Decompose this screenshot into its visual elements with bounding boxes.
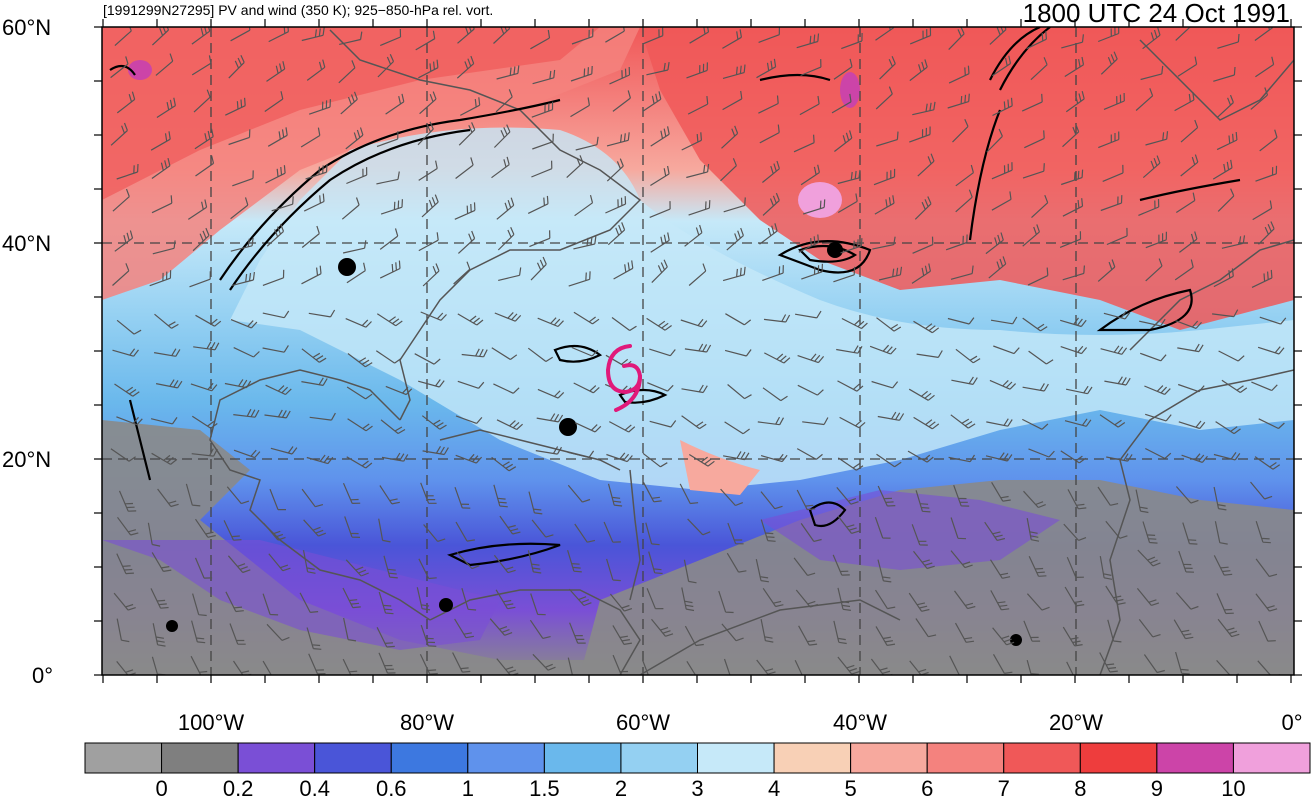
- vorticity-contours: [109, 27, 1241, 567]
- coastlines: [209, 29, 1294, 675]
- colorbar-box: [1156, 742, 1234, 774]
- colorbar-label: 1.5: [529, 776, 560, 801]
- lon-label-20w: 20°W: [1048, 710, 1104, 735]
- lon-label-0: 0°: [1281, 710, 1303, 735]
- map-timestamp: 1800 UTC 24 Oct 1991: [1022, 0, 1290, 28]
- wind-barbs: [110, 27, 1287, 675]
- colorbar-box: [620, 742, 698, 774]
- colorbar-label: 0.2: [222, 776, 254, 801]
- colorbar-label: 6: [921, 776, 934, 801]
- tropical-cyclone-symbol: [605, 344, 643, 412]
- colorbar: [84, 742, 1311, 774]
- colorbar-label: 5: [844, 776, 857, 801]
- axis-ticks: [94, 19, 1302, 683]
- lat-label-40n: 40°N: [2, 231, 52, 256]
- colorbar-label: 10: [1221, 776, 1246, 801]
- colorbar-box: [84, 742, 163, 774]
- lon-label-80w: 80°W: [399, 710, 455, 735]
- colorbar-box: [1079, 742, 1158, 774]
- map-title: [1991299N27295] PV and wind (350 K); 925…: [103, 2, 494, 18]
- colorbar-box: [850, 742, 928, 774]
- colorbar-label: 0.4: [299, 776, 330, 801]
- colorbar-box: [161, 742, 239, 774]
- colorbar-box: [926, 742, 1005, 774]
- colorbar-box: [543, 742, 622, 774]
- colorbar-box: [1003, 742, 1081, 774]
- colorbar-label: 0.6: [375, 776, 407, 801]
- colorbar-label: 0: [155, 776, 168, 801]
- colorbar-label: 1: [461, 776, 474, 801]
- colorbar-label: 4: [767, 776, 781, 801]
- colorbar-box: [467, 742, 545, 774]
- colorbar-label: 3: [691, 776, 704, 801]
- colorbar-label: 9: [1150, 776, 1163, 801]
- lat-label-20n: 20°N: [2, 447, 52, 472]
- lat-label-0: 0°: [32, 663, 54, 688]
- lon-label-60w: 60°W: [615, 710, 671, 735]
- colorbar-label: 8: [1074, 776, 1087, 801]
- vorticity-max-markers: [166, 242, 1022, 646]
- colorbar-box: [773, 742, 852, 774]
- lon-label-100w: 100°W: [177, 710, 245, 735]
- colorbar-box: [390, 742, 469, 774]
- lat-lon-grid: [102, 27, 1294, 675]
- lon-label-40w: 40°W: [832, 710, 888, 735]
- colorbar-box: [1232, 742, 1311, 774]
- lat-label-60n: 60°N: [2, 15, 52, 40]
- colorbar-label: 2: [614, 776, 628, 801]
- colorbar-box: [314, 742, 392, 774]
- colorbar-box: [237, 742, 316, 774]
- colorbar-label: 7: [997, 776, 1010, 801]
- colorbar-box: [697, 742, 775, 774]
